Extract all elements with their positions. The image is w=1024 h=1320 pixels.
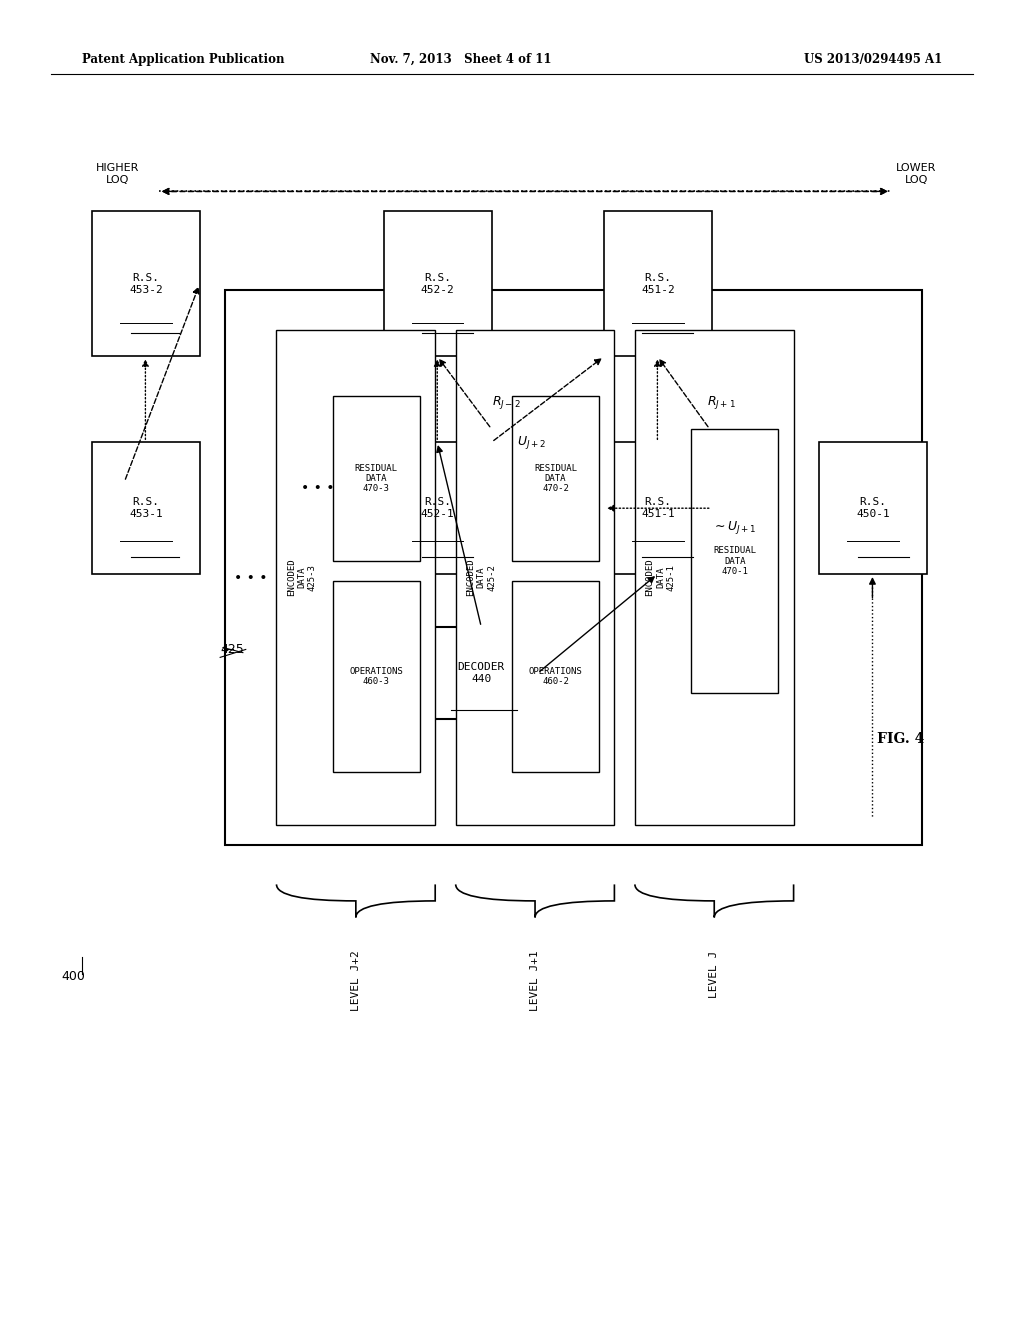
Text: Nov. 7, 2013   Sheet 4 of 11: Nov. 7, 2013 Sheet 4 of 11 bbox=[370, 53, 552, 66]
FancyBboxPatch shape bbox=[92, 442, 200, 574]
Text: R.S.
453-1: R.S. 453-1 bbox=[129, 498, 163, 519]
Text: • • •: • • • bbox=[301, 482, 334, 495]
FancyBboxPatch shape bbox=[276, 330, 435, 825]
Text: R.S.
451-1: R.S. 451-1 bbox=[641, 498, 675, 519]
Text: Patent Application Publication: Patent Application Publication bbox=[82, 53, 285, 66]
Text: LEVEL J: LEVEL J bbox=[710, 950, 719, 998]
Text: 400: 400 bbox=[61, 970, 85, 983]
FancyBboxPatch shape bbox=[333, 396, 420, 561]
Text: OPERATIONS
460-2: OPERATIONS 460-2 bbox=[528, 667, 583, 686]
FancyBboxPatch shape bbox=[425, 627, 538, 719]
Text: DECODER
440: DECODER 440 bbox=[458, 663, 505, 684]
Text: $U_{J+2}$: $U_{J+2}$ bbox=[517, 434, 546, 450]
Text: R.S.
453-2: R.S. 453-2 bbox=[129, 273, 163, 294]
Text: R.S.
452-2: R.S. 452-2 bbox=[421, 273, 455, 294]
FancyBboxPatch shape bbox=[384, 211, 492, 356]
Text: • • •: • • • bbox=[234, 570, 267, 585]
FancyBboxPatch shape bbox=[819, 442, 927, 574]
Text: R.S.
452-1: R.S. 452-1 bbox=[421, 498, 455, 519]
Text: R.S.
451-2: R.S. 451-2 bbox=[641, 273, 675, 294]
Text: HIGHER
LOQ: HIGHER LOQ bbox=[96, 164, 139, 185]
Text: ENCODED
DATA
425-3: ENCODED DATA 425-3 bbox=[287, 558, 317, 597]
Text: RESIDUAL
DATA
470-3: RESIDUAL DATA 470-3 bbox=[355, 463, 397, 494]
FancyBboxPatch shape bbox=[384, 442, 492, 574]
FancyBboxPatch shape bbox=[333, 581, 420, 772]
FancyBboxPatch shape bbox=[456, 330, 614, 825]
Text: LOWER
LOQ: LOWER LOQ bbox=[896, 164, 937, 185]
FancyBboxPatch shape bbox=[92, 211, 200, 356]
Text: US 2013/0294495 A1: US 2013/0294495 A1 bbox=[804, 53, 942, 66]
FancyBboxPatch shape bbox=[604, 442, 712, 574]
Text: LEVEL J+1: LEVEL J+1 bbox=[530, 950, 540, 1011]
Text: $R_{J+1}$: $R_{J+1}$ bbox=[707, 395, 735, 411]
FancyBboxPatch shape bbox=[691, 429, 778, 693]
Text: 425: 425 bbox=[220, 643, 244, 656]
Text: RESIDUAL
DATA
470-1: RESIDUAL DATA 470-1 bbox=[714, 546, 756, 576]
Text: ENCODED
DATA
425-2: ENCODED DATA 425-2 bbox=[466, 558, 497, 597]
FancyBboxPatch shape bbox=[225, 290, 922, 845]
Text: R.S.
450-1: R.S. 450-1 bbox=[856, 498, 890, 519]
FancyBboxPatch shape bbox=[635, 330, 794, 825]
FancyBboxPatch shape bbox=[512, 581, 599, 772]
Text: OPERATIONS
460-3: OPERATIONS 460-3 bbox=[349, 667, 403, 686]
Text: $\sim U_{J+1}$: $\sim U_{J+1}$ bbox=[712, 520, 757, 536]
Text: $R_{J-2}$: $R_{J-2}$ bbox=[492, 395, 520, 411]
Text: LEVEL J+2: LEVEL J+2 bbox=[351, 950, 360, 1011]
FancyBboxPatch shape bbox=[512, 396, 599, 561]
Text: RESIDUAL
DATA
470-2: RESIDUAL DATA 470-2 bbox=[535, 463, 577, 494]
Text: FIG. 4: FIG. 4 bbox=[878, 733, 925, 746]
Text: ENCODED
DATA
425-1: ENCODED DATA 425-1 bbox=[645, 558, 676, 597]
FancyBboxPatch shape bbox=[604, 211, 712, 356]
